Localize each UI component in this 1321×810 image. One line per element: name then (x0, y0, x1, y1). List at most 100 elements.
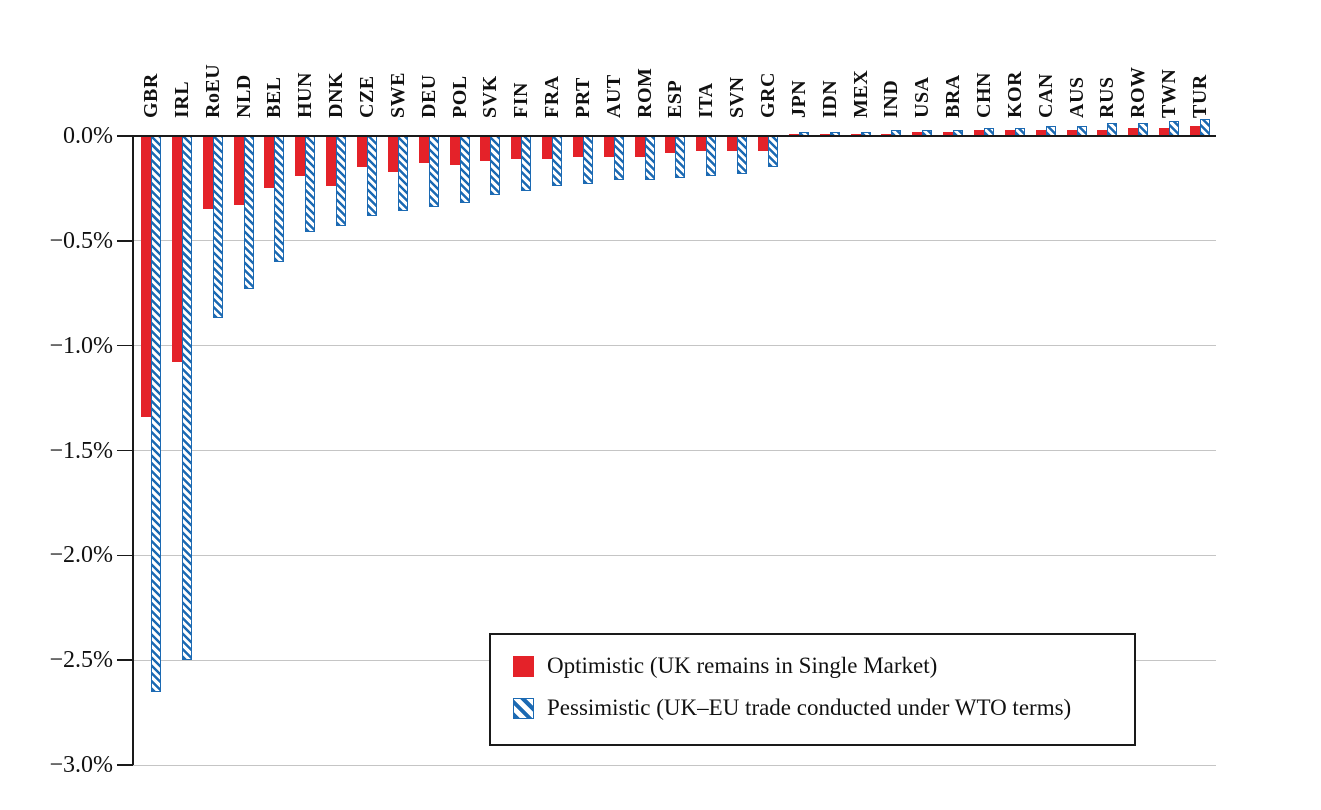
x-axis-label-PRT: PRT (571, 77, 594, 118)
bar-pessimistic-AUT (613, 136, 624, 181)
bar-pessimistic-ESP (675, 136, 686, 178)
bar-optimistic-AUS (1066, 129, 1077, 136)
y-axis-label: −2.5% (49, 647, 113, 674)
bar-pessimistic-ROM (644, 136, 655, 181)
bar-pessimistic-POL (459, 136, 470, 204)
y-axis-label: 0.0% (63, 123, 113, 149)
bar-pessimistic-RoEU (212, 136, 223, 319)
x-axis-label-IDN: IDN (818, 79, 841, 118)
bar-pessimistic-GRC (768, 136, 778, 168)
gridline (133, 450, 1216, 452)
y-axis-tick-mark (117, 764, 133, 766)
y-axis-tick-mark (117, 554, 133, 557)
x-axis-label-IRL: IRL (170, 80, 193, 118)
legend-label-optimistic: Optimistic (UK remains in Single Market) (547, 653, 938, 678)
bar-pessimistic-GBR (151, 136, 161, 692)
bar-pessimistic-FIN (521, 136, 532, 191)
x-axis-label-TUR: TUR (1188, 74, 1211, 118)
bar-pessimistic-SWE (397, 136, 408, 212)
x-axis-label-BRA: BRA (942, 74, 965, 118)
bar-pessimistic-DEU (428, 136, 439, 208)
legend-row-optimistic: Optimistic (UK remains in Single Market) (513, 649, 1134, 683)
bar-optimistic-ROW (1128, 127, 1139, 136)
x-axis-label-NLD: NLD (232, 74, 255, 118)
x-axis-label-SVK: SVK (479, 75, 502, 118)
x-axis-label-CAN: CAN (1034, 73, 1057, 118)
legend: Optimistic (UK remains in Single Market)… (489, 633, 1136, 746)
x-axis-label-IND: IND (880, 79, 903, 118)
bar-optimistic-CZE (356, 136, 367, 168)
bar-pessimistic-SVN (737, 136, 748, 174)
bar-optimistic-ROM (634, 136, 645, 157)
x-axis-label-AUS: AUS (1065, 76, 1088, 118)
bar-pessimistic-TWN (1169, 121, 1180, 136)
x-axis-label-BEL: BEL (263, 76, 286, 118)
bar-optimistic-KOR (1004, 129, 1015, 136)
bar-optimistic-AUT (603, 136, 614, 157)
bar-optimistic-FIN (511, 136, 522, 160)
bar-optimistic-CAN (1035, 129, 1046, 136)
bar-optimistic-IRL (171, 136, 182, 363)
bar-optimistic-SVK (480, 136, 491, 162)
y-axis-label: −2.0% (49, 542, 113, 569)
bar-optimistic-SVN (727, 136, 738, 151)
y-axis-tick-mark (117, 659, 133, 662)
y-axis-label: −1.0% (49, 332, 113, 359)
bar-pessimistic-SVK (490, 136, 501, 195)
x-axis-label-USA: USA (911, 76, 934, 118)
bar-optimistic-BEL (264, 136, 275, 189)
bar-pessimistic-BEL (274, 136, 285, 262)
bar-optimistic-TWN (1159, 127, 1170, 136)
bar-optimistic-PRT (572, 136, 583, 157)
x-axis-label-MEX: MEX (849, 69, 872, 118)
y-axis-label: −3.0% (49, 752, 113, 779)
y-axis-label: −0.5% (49, 227, 113, 254)
x-axis-label-DNK: DNK (325, 72, 348, 118)
x-axis-label-GRC: GRC (757, 72, 779, 118)
bar-optimistic-RUS (1097, 129, 1108, 136)
bar-optimistic-GBR (141, 136, 151, 417)
x-axis-label-ITA: ITA (695, 82, 718, 118)
bar-pessimistic-TUR (1199, 119, 1210, 136)
y-axis-label: −1.5% (49, 437, 113, 464)
gridline (133, 554, 1216, 556)
bar-optimistic-DEU (418, 136, 429, 164)
bar-pessimistic-PRT (582, 136, 593, 185)
bar-optimistic-RoEU (202, 136, 213, 210)
bar-optimistic-SWE (387, 136, 398, 172)
zero-baseline (133, 134, 1216, 137)
bar-pessimistic-HUN (305, 136, 316, 233)
y-axis-tick-mark (117, 344, 133, 347)
x-axis-label-JPN: JPN (787, 79, 810, 118)
y-axis-spine (132, 134, 134, 766)
x-axis-label-TWN: TWN (1158, 68, 1181, 118)
bar-pessimistic-IRL (181, 136, 192, 661)
x-axis-label-CZE: CZE (355, 75, 378, 118)
bar-optimistic-BRA (943, 131, 954, 136)
bar-optimistic-ITA (696, 136, 707, 151)
bar-optimistic-TUR (1189, 125, 1200, 136)
legend-swatch-pessimistic-hatched (513, 697, 534, 719)
x-axis-label-POL: POL (448, 75, 471, 118)
bar-optimistic-ESP (665, 136, 676, 153)
bar-pessimistic-ITA (706, 136, 717, 176)
x-axis-label-ROW: ROW (1127, 66, 1150, 119)
bar-optimistic-HUN (295, 136, 306, 176)
x-axis-label-SWE: SWE (386, 72, 409, 118)
legend-label-pessimistic: Pessimistic (UK–EU trade conducted under… (547, 695, 1072, 720)
bar-optimistic-GRC (758, 136, 768, 151)
x-axis-label-ESP: ESP (664, 79, 687, 118)
bar-pessimistic-FRA (552, 136, 563, 187)
x-axis-label-RUS: RUS (1096, 76, 1119, 118)
bar-optimistic-POL (449, 136, 460, 166)
x-axis-label-GBR: GBR (140, 73, 162, 118)
bar-optimistic-NLD (233, 136, 244, 206)
gridline (133, 240, 1216, 242)
bar-pessimistic-DNK (336, 136, 347, 227)
x-axis-label-AUT: AUT (602, 74, 625, 118)
x-axis-label-SVN: SVN (726, 76, 749, 118)
gridline (133, 345, 1216, 347)
bar-optimistic-FRA (542, 136, 553, 160)
x-axis-label-RoEU: RoEU (201, 63, 224, 118)
